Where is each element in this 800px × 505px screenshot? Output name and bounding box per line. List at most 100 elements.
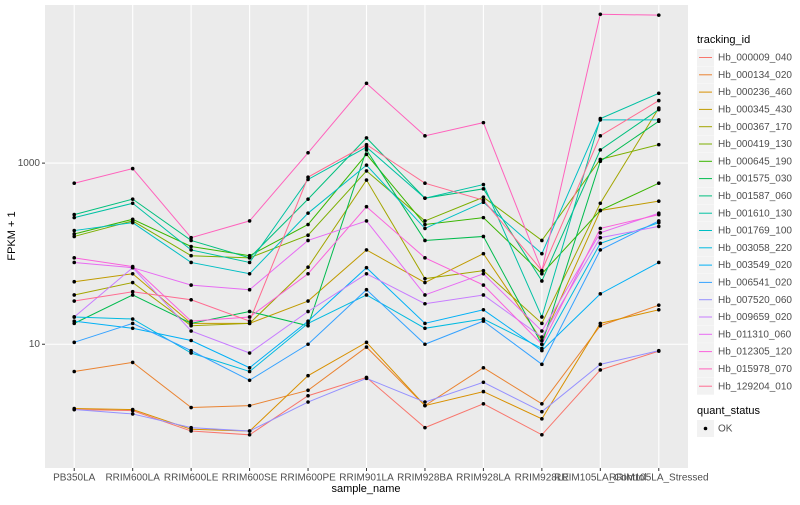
data-point bbox=[540, 342, 544, 347]
legend-label: Hb_003549_020 bbox=[718, 260, 792, 271]
data-point bbox=[423, 134, 427, 138]
x-tick-label: RRIM928LE bbox=[515, 473, 570, 484]
data-point bbox=[481, 308, 486, 312]
data-point bbox=[540, 338, 544, 343]
legend-label: Hb_000419_130 bbox=[718, 139, 792, 150]
data-point bbox=[423, 256, 427, 260]
data-point bbox=[189, 260, 193, 265]
data-point bbox=[247, 378, 252, 383]
data-point bbox=[598, 241, 603, 246]
legend-label: Hb_015978_070 bbox=[718, 364, 792, 375]
legend-label: Hb_129204_010 bbox=[718, 381, 792, 392]
data-point bbox=[423, 238, 427, 243]
data-point bbox=[247, 433, 252, 437]
data-point bbox=[364, 169, 369, 173]
x-tick-label: RRIM928BA bbox=[397, 473, 453, 484]
legend-label: Hb_001587_060 bbox=[718, 191, 792, 202]
x-tick-label: RRIM901LA bbox=[339, 473, 394, 484]
data-point bbox=[656, 142, 661, 147]
x-tick-label: RRIM928LA bbox=[456, 473, 511, 484]
legend-label: Hb_011310_060 bbox=[718, 329, 792, 340]
data-point bbox=[423, 219, 427, 223]
x-tick-label: RRIM600PE bbox=[280, 473, 336, 484]
data-point bbox=[189, 425, 193, 430]
legend-label: Hb_000134_020 bbox=[718, 70, 792, 81]
data-point bbox=[423, 280, 427, 285]
data-point bbox=[598, 362, 603, 367]
data-point bbox=[130, 271, 135, 276]
data-point bbox=[656, 308, 661, 312]
data-point bbox=[247, 315, 252, 319]
data-point bbox=[540, 417, 544, 421]
legend-label: Hb_007520_060 bbox=[718, 295, 792, 306]
data-point bbox=[656, 107, 661, 112]
data-point bbox=[364, 145, 369, 149]
data-point bbox=[540, 335, 544, 339]
data-point bbox=[364, 204, 369, 209]
data-point bbox=[656, 348, 661, 353]
legend-title: tracking_id bbox=[697, 34, 750, 46]
data-point bbox=[306, 373, 310, 378]
data-point bbox=[247, 256, 252, 260]
data-point bbox=[540, 279, 544, 283]
data-point bbox=[656, 199, 661, 203]
data-point bbox=[130, 289, 135, 294]
data-point bbox=[481, 268, 486, 273]
data-point bbox=[306, 400, 310, 404]
data-point bbox=[364, 340, 369, 345]
data-point bbox=[598, 134, 603, 138]
data-point bbox=[423, 342, 427, 347]
data-point bbox=[72, 293, 77, 297]
data-point bbox=[306, 238, 310, 243]
data-point bbox=[423, 276, 427, 281]
data-point bbox=[656, 224, 661, 229]
data-point bbox=[72, 256, 77, 260]
data-point bbox=[247, 319, 252, 323]
data-point bbox=[423, 425, 427, 430]
data-point bbox=[306, 319, 310, 323]
data-point bbox=[598, 159, 603, 163]
data-point bbox=[189, 405, 193, 410]
data-point bbox=[130, 293, 135, 297]
data-point bbox=[598, 231, 603, 235]
data-point bbox=[481, 271, 486, 276]
data-point bbox=[423, 400, 427, 404]
y-tick-label: 10 bbox=[29, 339, 41, 350]
data-point bbox=[72, 340, 77, 345]
data-point bbox=[364, 293, 369, 297]
legend-label: Hb_009659_020 bbox=[718, 312, 792, 323]
data-point bbox=[364, 163, 369, 167]
legend-label: Hb_006541_020 bbox=[718, 278, 792, 289]
legend-label: Hb_001575_030 bbox=[718, 174, 792, 185]
data-point bbox=[306, 388, 310, 393]
data-point bbox=[189, 238, 193, 243]
data-point bbox=[247, 287, 252, 292]
data-point bbox=[72, 407, 77, 412]
data-point bbox=[247, 351, 252, 355]
data-point bbox=[364, 287, 369, 292]
legend-label: Hb_000236_460 bbox=[718, 87, 792, 98]
data-point bbox=[481, 234, 486, 239]
data-point bbox=[540, 329, 544, 333]
data-point bbox=[656, 219, 661, 223]
shape-legend-label: OK bbox=[718, 424, 733, 435]
data-point bbox=[540, 348, 544, 353]
x-tick-label: RRIM600LE bbox=[164, 473, 219, 484]
data-point bbox=[481, 319, 486, 323]
data-point bbox=[72, 369, 77, 374]
data-point bbox=[656, 13, 661, 17]
data-point bbox=[540, 271, 544, 276]
data-point bbox=[72, 234, 77, 239]
data-point bbox=[189, 248, 193, 252]
data-point bbox=[481, 120, 486, 125]
data-point bbox=[306, 271, 310, 276]
data-point bbox=[247, 260, 252, 265]
x-tick-label: PB350LA bbox=[53, 473, 96, 484]
legend-label: Hb_001769_100 bbox=[718, 226, 792, 237]
data-point bbox=[364, 376, 369, 381]
data-point bbox=[247, 403, 252, 408]
data-point bbox=[72, 228, 77, 233]
legend-label: Hb_012305_120 bbox=[718, 347, 792, 358]
data-point bbox=[72, 299, 77, 303]
